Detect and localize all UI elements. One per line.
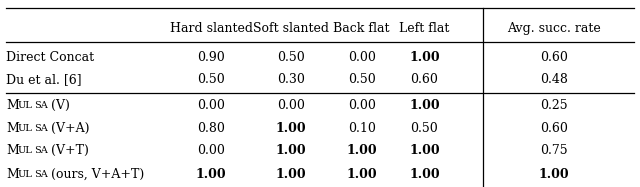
- Text: 1.00: 1.00: [538, 168, 569, 181]
- Text: UL: UL: [17, 124, 32, 133]
- Text: 0.00: 0.00: [197, 99, 225, 112]
- Text: Avg. succ. rate: Avg. succ. rate: [507, 22, 600, 36]
- Text: 1.00: 1.00: [346, 144, 377, 157]
- Text: (V): (V): [47, 99, 70, 112]
- Text: Soft slanted: Soft slanted: [253, 22, 329, 36]
- Text: 1.00: 1.00: [346, 168, 377, 181]
- Text: 0.00: 0.00: [277, 99, 305, 112]
- Text: 0.25: 0.25: [540, 99, 568, 112]
- Text: Direct Concat: Direct Concat: [6, 50, 95, 64]
- Text: 0.00: 0.00: [348, 50, 376, 64]
- Text: 1.00: 1.00: [409, 50, 440, 64]
- Text: 1.00: 1.00: [409, 144, 440, 157]
- Text: UL: UL: [17, 101, 32, 110]
- Text: 1.00: 1.00: [276, 144, 307, 157]
- Text: 0.00: 0.00: [348, 99, 376, 112]
- Text: 0.75: 0.75: [540, 144, 568, 157]
- Text: 0.48: 0.48: [540, 73, 568, 86]
- Text: (ours, V+A+T): (ours, V+A+T): [47, 168, 145, 181]
- Text: 0.00: 0.00: [197, 144, 225, 157]
- Text: 0.50: 0.50: [277, 50, 305, 64]
- Text: (V+A): (V+A): [47, 122, 90, 135]
- Text: 0.80: 0.80: [197, 122, 225, 135]
- Text: 1.00: 1.00: [409, 99, 440, 112]
- Text: SA: SA: [34, 101, 47, 110]
- Text: SA: SA: [34, 124, 47, 133]
- Text: 0.50: 0.50: [348, 73, 376, 86]
- Text: 0.50: 0.50: [410, 122, 438, 135]
- Text: 0.10: 0.10: [348, 122, 376, 135]
- Text: Left flat: Left flat: [399, 22, 449, 36]
- Text: Hard slanted: Hard slanted: [170, 22, 253, 36]
- Text: M: M: [6, 99, 19, 112]
- Text: 0.60: 0.60: [540, 122, 568, 135]
- Text: SA: SA: [34, 146, 47, 155]
- Text: UL: UL: [17, 146, 32, 155]
- Text: (V+T): (V+T): [47, 144, 89, 157]
- Text: 1.00: 1.00: [196, 168, 227, 181]
- Text: M: M: [6, 144, 19, 157]
- Text: 0.50: 0.50: [197, 73, 225, 86]
- Text: UL: UL: [17, 170, 32, 179]
- Text: SA: SA: [34, 170, 47, 179]
- Text: M: M: [6, 168, 19, 181]
- Text: Back flat: Back flat: [333, 22, 390, 36]
- Text: 1.00: 1.00: [276, 168, 307, 181]
- Text: M: M: [6, 122, 19, 135]
- Text: 0.30: 0.30: [277, 73, 305, 86]
- Text: Du et al. [6]: Du et al. [6]: [6, 73, 82, 86]
- Text: 0.60: 0.60: [540, 50, 568, 64]
- Text: 0.60: 0.60: [410, 73, 438, 86]
- Text: 0.90: 0.90: [197, 50, 225, 64]
- Text: 1.00: 1.00: [276, 122, 307, 135]
- Text: 1.00: 1.00: [409, 168, 440, 181]
